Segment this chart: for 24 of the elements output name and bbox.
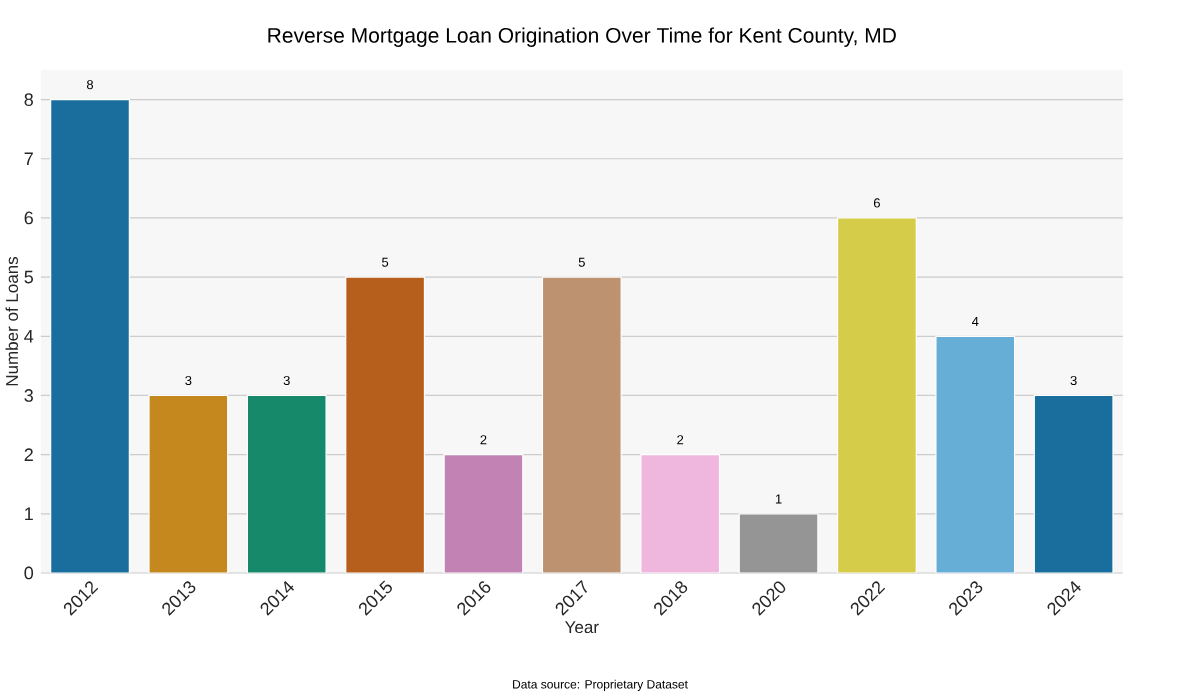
data-label: 3 [185, 375, 192, 386]
y-tick-label: 5 [24, 270, 33, 284]
data-label: 4 [971, 316, 979, 326]
data-label: 1 [775, 494, 782, 504]
y-tick-label: 8 [24, 93, 33, 106]
x-axis-title: Year [565, 621, 599, 634]
y-axis-title: Number of Loans [5, 256, 19, 386]
data-label: 6 [873, 198, 880, 208]
y-tick-label: 0 [24, 566, 34, 580]
y-tick-label: 1 [25, 507, 33, 521]
data-label: 8 [86, 80, 94, 90]
y-tick-label: 2 [24, 448, 33, 461]
y-tick-label: 4 [24, 330, 34, 343]
data-label: 3 [283, 375, 290, 386]
y-tick-label: 6 [24, 211, 33, 225]
y-tick-label: 7 [24, 152, 33, 165]
y-tick-label: 3 [24, 389, 33, 402]
chart-title: Reverse Mortgage Loan Origination Over Time for Kent County, MD [268, 27, 896, 47]
data-label: 2 [480, 435, 487, 445]
data-label: 2 [677, 435, 684, 445]
data-label: 3 [1070, 375, 1077, 386]
data-label: 5 [578, 257, 585, 267]
source-note: Data source: Proprietary Dataset [513, 679, 688, 691]
data-label: 5 [382, 257, 389, 267]
